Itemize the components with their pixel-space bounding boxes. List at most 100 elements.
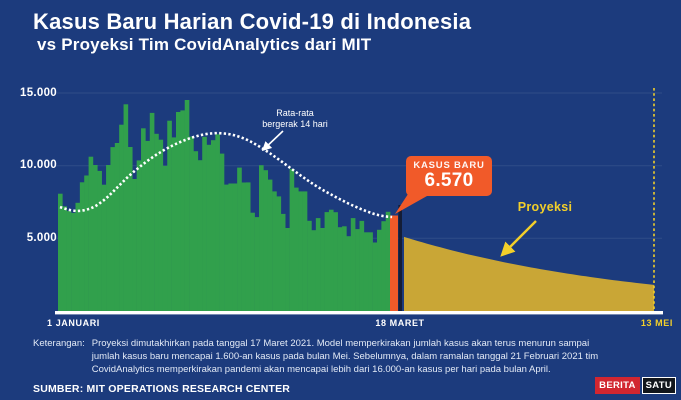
daily-cases-bar bbox=[62, 206, 67, 311]
moving-average-arrow bbox=[261, 130, 284, 152]
daily-cases-bar bbox=[75, 202, 81, 311]
daily-cases-bar bbox=[158, 139, 164, 311]
daily-cases-bar bbox=[92, 165, 98, 311]
daily-cases-bar bbox=[302, 191, 308, 311]
daily-cases-bar bbox=[328, 209, 334, 311]
x-axis-line bbox=[55, 311, 663, 315]
daily-cases-bar bbox=[141, 128, 146, 311]
callout-value: 6.570 bbox=[424, 170, 474, 191]
daily-cases-bar bbox=[350, 218, 356, 311]
daily-cases-bar bbox=[228, 183, 234, 311]
y-tick-10000: 10.000 bbox=[20, 159, 57, 171]
daily-cases-bar bbox=[293, 187, 299, 311]
daily-cases-bar bbox=[88, 156, 94, 311]
daily-cases-bar bbox=[315, 218, 321, 311]
daily-cases-bar bbox=[311, 230, 317, 311]
daily-cases-bar bbox=[285, 228, 290, 311]
source-credit: SUMBER: MIT OPERATIONS RESEARCH CENTER bbox=[33, 383, 291, 395]
daily-cases-bar bbox=[215, 134, 220, 311]
logo-berita: BERITA bbox=[595, 377, 640, 394]
daily-cases-bar bbox=[149, 112, 155, 312]
kasus-baru-bar bbox=[390, 215, 398, 311]
footnote-text: Proyeksi dimutakhirkan pada tanggal 17 M… bbox=[91, 338, 599, 375]
daily-cases-bar bbox=[206, 144, 212, 311]
daily-cases-bar bbox=[154, 133, 159, 311]
daily-cases-bar bbox=[136, 160, 142, 311]
projection-arrow bbox=[500, 220, 537, 257]
daily-cases-bar bbox=[381, 221, 386, 311]
daily-cases-bar bbox=[175, 112, 181, 311]
daily-cases-bar bbox=[171, 137, 177, 311]
daily-cases-bar bbox=[337, 227, 343, 311]
daily-cases-bar bbox=[342, 226, 347, 311]
daily-cases-bar bbox=[101, 184, 107, 311]
daily-cases-bar bbox=[58, 193, 63, 311]
daily-cases-bar bbox=[66, 211, 72, 311]
daily-cases-bar bbox=[162, 165, 168, 311]
daily-cases-bar bbox=[123, 104, 129, 311]
daily-cases-bar bbox=[245, 182, 251, 311]
daily-cases-bar bbox=[263, 170, 269, 311]
footnote-label: Keterangan: bbox=[33, 338, 85, 349]
projection-label: Proyeksi bbox=[517, 200, 573, 214]
daily-cases-bar bbox=[359, 220, 365, 311]
daily-cases-bar bbox=[289, 168, 295, 311]
beritasatu-logo: BERITA SATU bbox=[595, 377, 676, 394]
daily-cases-bar bbox=[280, 213, 286, 311]
daily-cases-bar bbox=[110, 147, 116, 311]
daily-cases-bar bbox=[298, 191, 303, 311]
daily-cases-bar bbox=[372, 242, 378, 311]
daily-cases-bar bbox=[119, 124, 124, 311]
kasus-baru-callout: KASUS BARU 6.570 bbox=[406, 156, 492, 196]
x-tick-13-mei: 13 MEI bbox=[640, 318, 673, 328]
daily-cases-bar bbox=[132, 179, 137, 311]
daily-cases-bar bbox=[333, 212, 338, 311]
daily-cases-bar bbox=[193, 151, 199, 311]
daily-cases-bar bbox=[250, 212, 255, 311]
daily-cases-bar bbox=[197, 160, 203, 311]
x-tick-18-maret: 18 MARET bbox=[375, 318, 425, 328]
logo-satu: SATU bbox=[641, 377, 676, 394]
daily-cases-bar bbox=[127, 147, 133, 311]
page-title: Kasus Baru Harian Covid-19 di Indonesia bbox=[33, 9, 472, 34]
daily-cases-bar bbox=[368, 232, 373, 311]
daily-cases-bar bbox=[363, 232, 369, 311]
daily-cases-bar bbox=[237, 167, 242, 311]
daily-cases-bar bbox=[272, 191, 277, 311]
daily-cases-bar bbox=[307, 220, 312, 311]
daily-cases-bar bbox=[241, 182, 247, 311]
page-subtitle: vs Proyeksi Tim CovidAnalytics dari MIT bbox=[37, 35, 372, 54]
daily-cases-bar bbox=[346, 236, 352, 311]
daily-cases-bar bbox=[167, 120, 172, 311]
daily-cases-bar bbox=[219, 153, 225, 311]
callout-label: KASUS BARU bbox=[413, 160, 485, 171]
daily-cases-bar bbox=[114, 143, 120, 311]
projection-area bbox=[404, 236, 654, 311]
daily-cases-bar bbox=[324, 212, 330, 311]
callout-tail bbox=[395, 191, 427, 214]
daily-cases-bar bbox=[180, 110, 185, 312]
date-separator-line bbox=[398, 205, 402, 311]
daily-cases-bar bbox=[202, 136, 207, 311]
daily-cases-bar bbox=[254, 217, 260, 311]
moving-average-annotation: Rata-rata bergerak 14 hari bbox=[262, 108, 328, 129]
daily-cases-bar bbox=[276, 196, 282, 311]
daily-cases-bar bbox=[320, 228, 325, 311]
x-tick-1-januari: 1 JANUARI bbox=[47, 318, 100, 328]
daily-cases-bar bbox=[84, 175, 89, 311]
y-tick-15000: 15.000 bbox=[20, 87, 57, 99]
daily-cases-bar bbox=[106, 165, 111, 311]
daily-cases-bar bbox=[210, 140, 216, 311]
daily-cases-bar bbox=[224, 184, 229, 311]
daily-cases-bar bbox=[184, 100, 190, 311]
daily-cases-bar bbox=[79, 182, 85, 311]
daily-cases-bar bbox=[267, 179, 273, 311]
daily-cases-bar bbox=[355, 229, 360, 311]
footnote: Keterangan: Proyeksi dimutakhirkan pada … bbox=[33, 338, 673, 376]
daily-cases-bar bbox=[259, 165, 264, 311]
y-tick-5000: 5.000 bbox=[26, 232, 57, 244]
daily-cases-bar bbox=[232, 183, 238, 311]
daily-cases-bar bbox=[377, 229, 382, 311]
